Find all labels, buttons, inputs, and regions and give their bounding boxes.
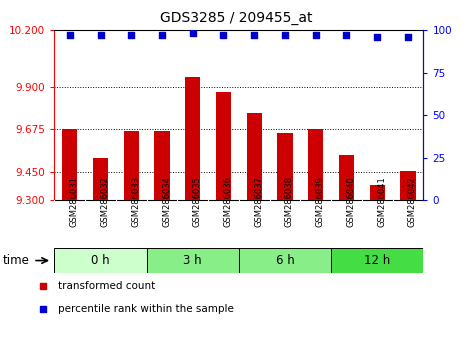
- Point: [96, 32, 104, 38]
- Text: GSM286038: GSM286038: [285, 176, 294, 227]
- Text: GDS3285 / 209455_at: GDS3285 / 209455_at: [160, 11, 313, 25]
- Bar: [216, 92, 231, 200]
- Text: transformed count: transformed count: [58, 281, 156, 291]
- Bar: [62, 129, 78, 200]
- Text: 0 h: 0 h: [91, 254, 110, 267]
- Bar: [277, 133, 293, 200]
- Bar: [331, 248, 423, 273]
- Point: [330, 201, 338, 207]
- Point: [128, 32, 135, 38]
- Text: GSM286033: GSM286033: [131, 176, 140, 227]
- Text: GSM286035: GSM286035: [193, 176, 202, 227]
- Text: 12 h: 12 h: [364, 254, 390, 267]
- Bar: [400, 171, 416, 200]
- Text: GSM286037: GSM286037: [254, 176, 263, 227]
- Text: GSM286036: GSM286036: [223, 176, 233, 227]
- Text: GSM286040: GSM286040: [346, 176, 356, 227]
- Text: GSM286032: GSM286032: [100, 176, 110, 227]
- Bar: [339, 155, 354, 200]
- Bar: [54, 248, 147, 273]
- Point: [66, 32, 74, 38]
- Point: [219, 32, 227, 38]
- Bar: [369, 185, 385, 200]
- Text: 6 h: 6 h: [276, 254, 294, 267]
- Point: [251, 32, 258, 38]
- Bar: [185, 77, 201, 200]
- Text: GSM286031: GSM286031: [70, 176, 79, 227]
- Point: [404, 34, 412, 40]
- Bar: [123, 131, 139, 200]
- Point: [281, 32, 289, 38]
- Point: [158, 32, 166, 38]
- Bar: [93, 159, 108, 200]
- Text: time: time: [2, 254, 29, 267]
- Bar: [239, 248, 331, 273]
- Point: [312, 32, 320, 38]
- Bar: [147, 248, 239, 273]
- Bar: [154, 131, 170, 200]
- Text: GSM286039: GSM286039: [316, 176, 325, 227]
- Text: GSM286042: GSM286042: [408, 176, 417, 227]
- Point: [342, 32, 350, 38]
- Text: 3 h: 3 h: [184, 254, 202, 267]
- Text: GSM286034: GSM286034: [162, 176, 171, 227]
- Bar: [308, 129, 324, 200]
- Point: [189, 31, 197, 36]
- Bar: [246, 113, 262, 200]
- Text: GSM286041: GSM286041: [377, 176, 386, 227]
- Point: [374, 34, 381, 40]
- Text: percentile rank within the sample: percentile rank within the sample: [58, 304, 234, 314]
